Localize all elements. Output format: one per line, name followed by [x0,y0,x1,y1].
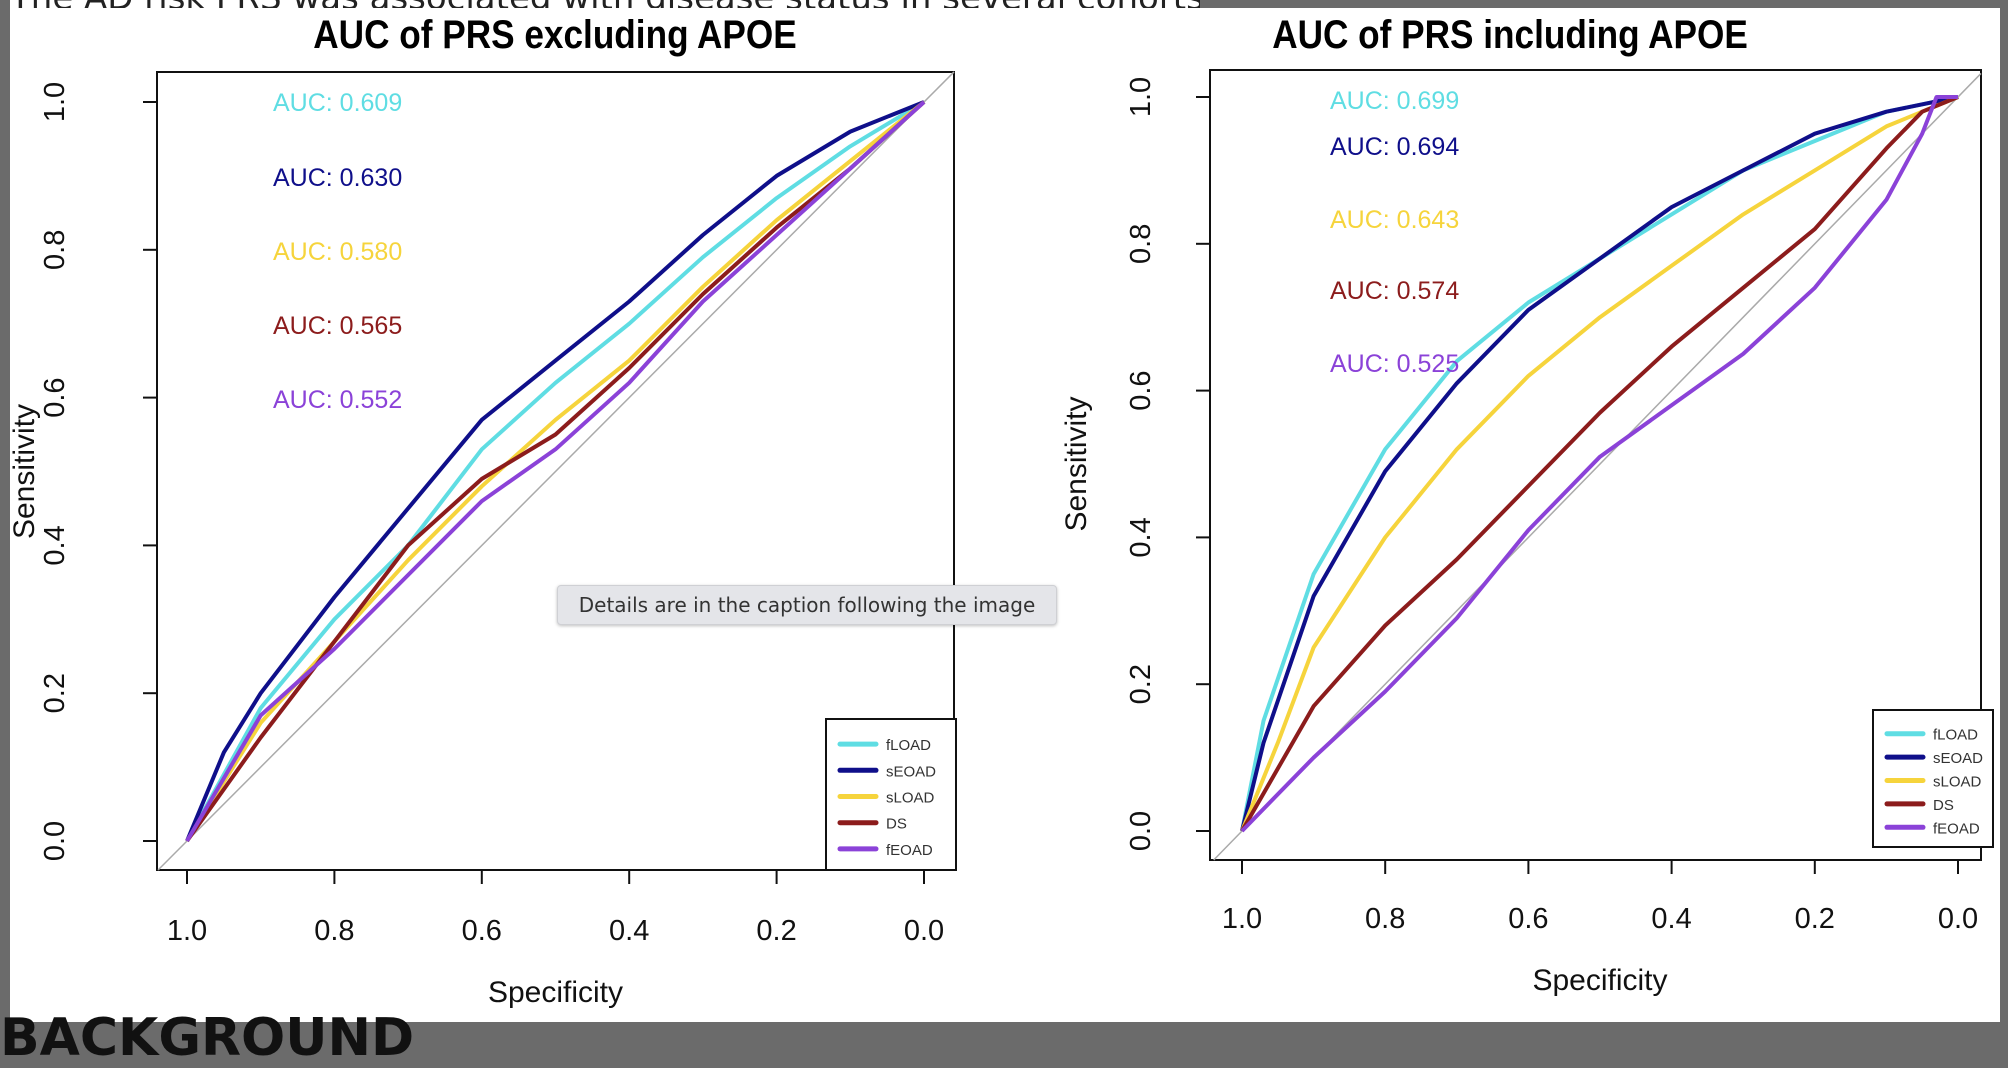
legend-label-sEOAD: sEOAD [886,763,936,780]
x-tick-label: 1.0 [167,915,207,947]
chart-title: AUC of PRS including APOE [1272,12,1748,57]
y-tick-label: 1.0 [39,82,71,122]
y-tick-label: 0.2 [39,673,71,713]
x-tick-label: 0.6 [1508,903,1548,935]
legend-label-sLOAD: sLOAD [1933,774,1982,791]
legend-label-DS: DS [1933,797,1954,814]
chart-2: AUC of PRS including APOE 1.0 0.8 0.6 0.4 0.2… [1060,12,1994,997]
auc-label-fEOAD: AUC: 0.552 [273,386,402,414]
x-tick-label: 0.2 [1795,903,1835,935]
y-tick-label: 0.2 [1125,664,1157,704]
legend: fLOAD sEOAD sLOAD DS fEOAD [825,718,957,871]
chart-title: AUC of PRS excluding APOE [313,12,796,57]
figure-image [10,8,2000,1022]
reference-diagonal [157,71,955,871]
legend-label-fEOAD: fEOAD [1933,820,1980,837]
legend-label-DS: DS [886,816,907,833]
x-tick-label: 0.0 [904,915,944,947]
legend-label-fLOAD: fLOAD [1933,727,1978,744]
y-tick-label: 0.6 [1125,370,1157,410]
x-tick-label: 0.8 [1365,903,1405,935]
roc-curve-sLOAD [1240,95,1959,832]
x-axis-label: Specificity [1532,964,1667,997]
roc-curve-DS [1240,95,1959,832]
roc-curve-sEOAD [1240,95,1959,832]
roc-charts: AUC of PRS excluding APOE 1.0 0.8 0.6 0.4 0.2… [8,12,1994,1009]
auc-label-DS: AUC: 0.565 [273,312,402,340]
plot-frame [156,71,955,871]
auc-label-sEOAD: AUC: 0.630 [273,164,402,192]
roc-curve-fEOAD [185,100,926,843]
y-axis-label: Sensitivity [1060,396,1093,531]
x-tick-label: 0.0 [1938,903,1978,935]
background-paragraph-text: The AD risk PRS was associated with dise… [10,0,1200,10]
y-tick-label: 0.4 [39,525,71,565]
x-tick-label: 0.4 [1651,903,1691,935]
y-tick-label: 0.0 [1125,811,1157,851]
auc-label-sEOAD: AUC: 0.694 [1330,133,1459,161]
x-tick-label: 1.0 [1222,903,1262,935]
reference-diagonal [1213,72,1982,861]
legend-label-sEOAD: sEOAD [1933,750,1983,767]
legend-label-fEOAD: fEOAD [886,842,933,859]
plot-frame [1209,69,1982,861]
y-tick-label: 0.8 [39,230,71,270]
auc-label-sLOAD: AUC: 0.643 [1330,206,1459,234]
x-tick-label: 0.6 [462,915,502,947]
legend-label-sLOAD: sLOAD [886,790,935,807]
auc-label-fLOAD: AUC: 0.609 [273,89,402,117]
y-tick-label: 0.8 [1125,224,1157,264]
legend-label-fLOAD: fLOAD [886,737,931,754]
y-tick-label: 0.0 [39,821,71,861]
auc-label-sLOAD: AUC: 0.580 [273,238,402,266]
roc-curve-sEOAD [185,100,925,842]
x-tick-label: 0.8 [314,915,354,947]
x-tick-label: 0.4 [609,915,649,947]
roc-curve-fLOAD [185,100,926,842]
y-tick-label: 0.6 [39,377,71,417]
y-axis-label: Sensitivity [8,404,41,539]
roc-curve-fLOAD [1240,95,1959,832]
roc-curve-fEOAD [1240,95,1958,833]
x-axis-label: Specificity [488,976,623,1009]
auc-label-fLOAD: AUC: 0.699 [1330,87,1459,115]
y-tick-label: 1.0 [1125,77,1157,117]
auc-label-fEOAD: AUC: 0.525 [1330,350,1459,378]
y-tick-label: 0.4 [1125,517,1157,557]
x-tick-label: 0.2 [756,915,796,947]
legend: fLOAD sEOAD sLOAD DS fEOAD [1872,709,1994,848]
auc-label-DS: AUC: 0.574 [1330,277,1459,305]
image-tooltip: Details are in the caption following the… [557,585,1057,625]
chart-1: AUC of PRS excluding APOE 1.0 0.8 0.6 0.4 0.2… [8,12,957,1009]
